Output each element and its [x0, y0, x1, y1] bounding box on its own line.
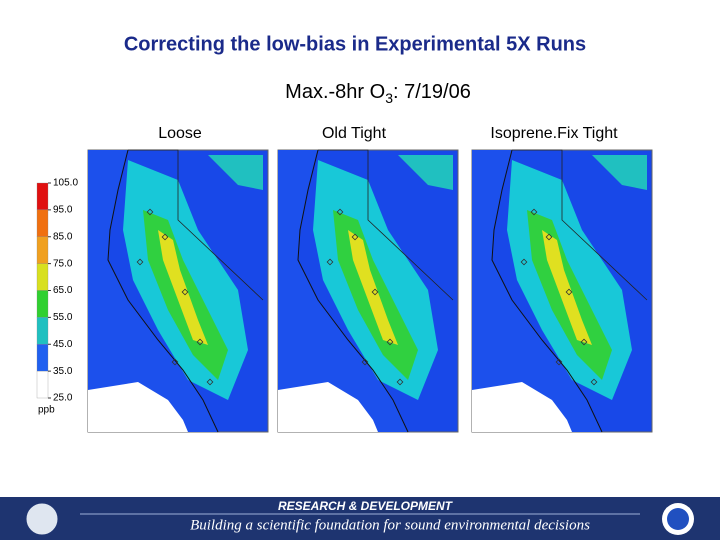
colorbar-segment: [36, 182, 49, 211]
colorbar-segment: [36, 290, 49, 318]
map-panel: [471, 149, 653, 433]
colorbar-tick-label: 105.0: [53, 178, 78, 189]
panel-label: Isoprene.Fix Tight: [490, 125, 618, 142]
footer-heading: RESEARCH & DEVELOPMENT: [278, 499, 454, 513]
colorbar-tick-label: 75.0: [53, 258, 73, 269]
footer-band: [0, 497, 720, 540]
panels: Loose Old Tight Isoprene.Fix Tight: [87, 125, 653, 433]
map-panel: [277, 149, 459, 433]
colorbar-segment: [36, 209, 49, 237]
colorbar-segment: [36, 344, 49, 372]
colorbar-tick-label: 95.0: [53, 205, 73, 216]
subtitle-suffix: : 7/19/06: [393, 81, 471, 103]
title: Correcting the low-bias in Experimental …: [124, 33, 586, 55]
subtitle: Max.-8hr O3: 7/19/06: [285, 81, 471, 105]
colorbar-tick-label: 35.0: [53, 366, 73, 377]
colorbar-segment: [36, 370, 49, 399]
subtitle-prefix: Max.-8hr O: [285, 81, 385, 103]
footer-tagline: Building a scientific foundation for sou…: [190, 517, 590, 533]
colorbar-segment: [36, 236, 49, 264]
colorbar-tick-label: 45.0: [53, 339, 73, 350]
panel-label: Loose: [158, 125, 202, 142]
colorbar-tick-label: 85.0: [53, 231, 73, 242]
colorbar-unit: ppb: [38, 405, 55, 416]
subtitle-subscript: 3: [385, 90, 393, 106]
noaa-logo-inner: [667, 508, 689, 530]
colorbar-segment: [36, 263, 49, 291]
panel-label: Old Tight: [322, 125, 387, 142]
colorbar-tick-label: 25.0: [53, 393, 73, 404]
colorbar-segment: [36, 317, 49, 345]
map-panel: [87, 149, 269, 433]
colorbar-tick-label: 55.0: [53, 312, 73, 323]
epa-logo: [25, 502, 59, 536]
colorbar-tick-label: 65.0: [53, 285, 73, 296]
